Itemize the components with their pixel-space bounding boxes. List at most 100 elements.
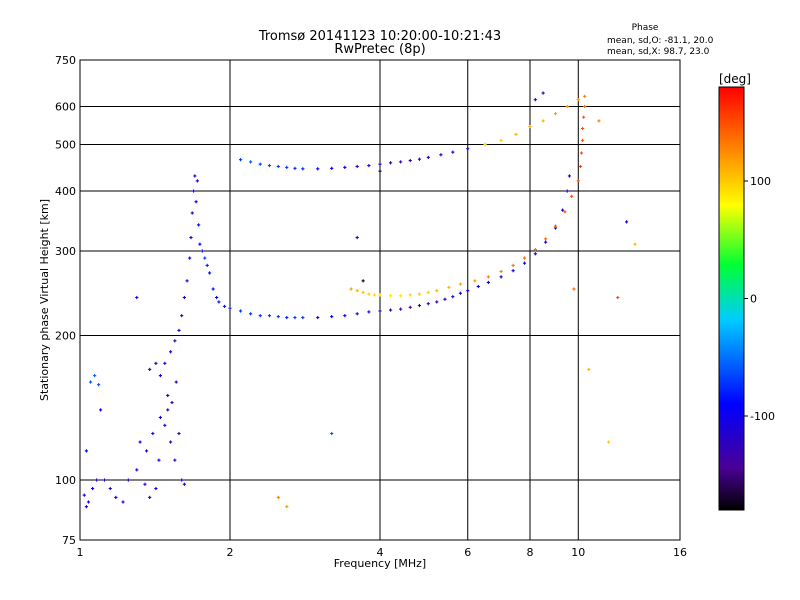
data-point — [466, 289, 470, 293]
data-point — [466, 147, 470, 151]
data-point — [158, 374, 163, 378]
data-point — [443, 297, 447, 301]
data-point — [343, 165, 347, 170]
data-point — [483, 142, 487, 147]
data-point — [86, 500, 91, 504]
data-point — [563, 210, 567, 214]
data-point — [579, 151, 584, 155]
data-point — [316, 315, 320, 320]
y-tick-label: 200 — [55, 330, 76, 343]
data-point — [576, 179, 580, 183]
data-point — [258, 162, 262, 166]
data-point — [367, 163, 371, 168]
data-point — [154, 486, 158, 491]
data-point — [399, 307, 403, 311]
data-point — [258, 314, 262, 318]
data-point — [82, 493, 86, 497]
data-point — [355, 312, 359, 316]
data-point — [486, 275, 490, 279]
data-point — [207, 271, 212, 275]
data-point — [439, 153, 443, 157]
data-point — [499, 269, 503, 274]
data-point — [102, 478, 107, 482]
data-point — [533, 98, 537, 102]
data-point — [330, 431, 334, 436]
data-point — [177, 431, 181, 436]
data-point — [343, 314, 347, 318]
data-point — [624, 220, 629, 224]
data-point — [378, 169, 382, 173]
data-point — [217, 300, 221, 304]
chart-title: Tromsø 20141123 10:20:00-10:21:43 — [258, 29, 501, 44]
data-point — [388, 294, 393, 298]
data-point — [99, 408, 103, 412]
data-point — [367, 310, 371, 314]
x-tick-label: 8 — [527, 546, 534, 559]
x-tick-label: 10 — [571, 546, 585, 559]
data-point — [166, 393, 170, 398]
x-axis-label: Frequency [MHz] — [334, 557, 426, 570]
data-point — [182, 482, 186, 486]
data-point — [276, 315, 280, 319]
data-point — [408, 305, 412, 309]
data-point — [435, 289, 439, 293]
data-point — [163, 423, 167, 427]
x-axis-ticks: 1 2 4 6 8 10 16 — [77, 546, 688, 559]
data-point — [511, 269, 515, 273]
data-point — [276, 164, 280, 169]
data-point — [408, 293, 412, 297]
data-point — [378, 293, 382, 297]
data-point — [576, 98, 580, 102]
data-point — [170, 400, 174, 405]
data-point — [355, 164, 359, 169]
data-point — [580, 138, 585, 142]
data-point — [349, 287, 353, 291]
data-point — [148, 367, 152, 372]
phase-stats-o: mean, sd,O: -81.1, 20.0 — [607, 36, 714, 46]
data-point — [108, 486, 112, 491]
data-point — [222, 304, 227, 309]
data-point — [447, 285, 451, 289]
y-tick-label: 750 — [55, 54, 76, 67]
data-point — [200, 249, 204, 253]
data-point — [193, 174, 197, 178]
data-point — [163, 361, 167, 365]
data-point — [361, 279, 365, 283]
data-point — [151, 431, 155, 436]
y-tick-label: 400 — [55, 185, 76, 198]
data-point — [211, 287, 215, 291]
colorbar-label: [deg] — [719, 72, 751, 86]
data-point — [580, 126, 585, 131]
data-point — [361, 290, 365, 294]
gridlines — [80, 60, 680, 540]
data-point — [203, 256, 207, 260]
y-tick-label: 600 — [55, 101, 76, 114]
data-point — [174, 380, 178, 384]
data-point — [511, 263, 515, 267]
data-point — [388, 161, 393, 165]
data-point — [180, 314, 184, 318]
data-point — [195, 179, 199, 183]
data-point — [583, 94, 587, 98]
data-points — [82, 91, 637, 509]
data-point — [157, 458, 161, 462]
data-point — [301, 315, 305, 320]
data-point — [408, 158, 412, 163]
data-point — [355, 235, 359, 240]
data-point — [565, 189, 569, 193]
data-point — [616, 295, 620, 300]
data-point — [238, 309, 243, 313]
data-point — [316, 167, 320, 171]
data-point — [190, 211, 194, 215]
data-point — [451, 150, 455, 154]
data-point — [560, 208, 565, 212]
data-point — [541, 91, 545, 95]
data-point — [583, 104, 587, 109]
data-point — [177, 328, 181, 332]
y-tick-label: 300 — [55, 245, 76, 258]
data-point — [114, 495, 118, 500]
data-point — [544, 237, 548, 241]
data-point — [121, 500, 125, 504]
data-point — [499, 138, 503, 142]
data-point — [533, 248, 537, 252]
